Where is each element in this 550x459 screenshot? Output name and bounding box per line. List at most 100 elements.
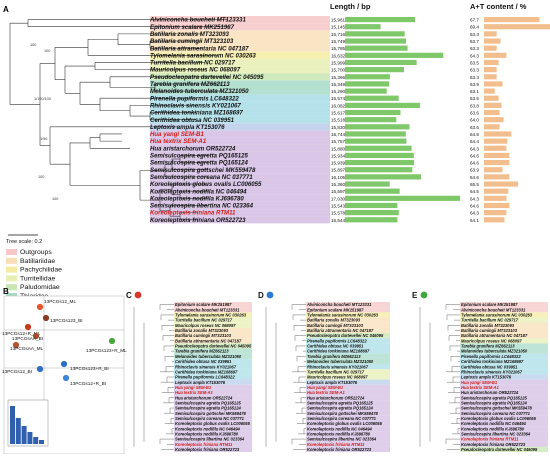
at-content-bar xyxy=(484,59,499,66)
taxon-label: Rhinoclavis sinensis KY021067 xyxy=(461,369,523,374)
node-support: 100 xyxy=(52,197,58,201)
taxon-label: Semisulcospira coreana NC 037771 xyxy=(307,416,377,421)
histogram-bar xyxy=(27,432,33,444)
at-value: 63.6 xyxy=(470,111,479,116)
at-content-bar xyxy=(484,195,507,201)
taxon-label: Melanoides tuberculata MZ321050 xyxy=(175,354,242,359)
length-value: 16,632 xyxy=(331,53,345,58)
family-band xyxy=(306,353,390,359)
family-band xyxy=(306,364,390,370)
tree-point-marker xyxy=(36,365,44,373)
family-band xyxy=(150,173,330,181)
taxon-label: Cerithidea tonkiniana MZ168697 xyxy=(175,369,238,374)
family-band xyxy=(174,436,252,442)
at-value: 64.1 xyxy=(470,218,479,223)
taxon-label: Koreoleptoxis friniana RTM11 xyxy=(461,437,519,442)
length-bar xyxy=(345,124,410,130)
length-bar xyxy=(345,188,400,194)
legend-item: Outgroups xyxy=(6,249,52,256)
family-band xyxy=(460,446,548,452)
length-value: 15,934 xyxy=(331,153,345,158)
legend-swatch xyxy=(6,249,17,255)
family-band xyxy=(150,209,330,217)
family-band xyxy=(306,405,390,411)
at-value: 63.9 xyxy=(470,168,479,173)
taxon-label: Semisulcospira egretta PQ165125 xyxy=(461,395,527,400)
taxon-label: Koreoleptoxis friniana OR522723 xyxy=(461,442,526,447)
family-band xyxy=(460,317,548,323)
at-content-bar xyxy=(484,174,510,180)
taxon-label: Semisulcospira egretta PQ165124 xyxy=(461,400,527,405)
phylogenetic-tree xyxy=(9,19,230,221)
at-value: 64.6 xyxy=(470,175,479,180)
family-band xyxy=(174,379,252,385)
at-content-bar xyxy=(484,45,497,51)
at-content-bar xyxy=(484,67,497,73)
family-band xyxy=(150,180,330,188)
family-band xyxy=(460,358,548,365)
family-band xyxy=(174,405,252,411)
family-band xyxy=(460,426,548,432)
taxon-label: Tarebia granifera MZ662113 xyxy=(175,349,229,354)
taxon-label: Koreoleptoxis nodifila NC 046494 xyxy=(307,426,373,431)
taxon-label: Semisulcospira libertina NC 023364 xyxy=(150,203,254,210)
length-bar xyxy=(345,24,381,30)
family-band xyxy=(150,23,330,31)
at-content-bar xyxy=(484,167,503,173)
tree-space-plot: 13PCGs12_ML13PCGs123_BI13PCGs12+R_ML13PC… xyxy=(2,295,127,455)
family-band xyxy=(306,307,390,313)
family-band xyxy=(150,51,330,59)
family-band xyxy=(306,327,390,334)
at-value: 65.5 xyxy=(470,182,479,187)
at-content-bar xyxy=(484,159,510,166)
family-band xyxy=(174,446,252,452)
taxon-label: Semisulcospira egretta PQ165125 xyxy=(307,400,373,405)
taxon-label: Koreoleptoxis globus ovalis LC006055 xyxy=(307,421,383,426)
length-value: 16,105 xyxy=(331,175,345,180)
length-value: 15,518 xyxy=(331,118,345,123)
family-band xyxy=(150,201,330,210)
tree-point: 13PCGs12_BI xyxy=(2,365,44,374)
tree-point-marker xyxy=(32,332,40,340)
taxon-label: Tylomelania sarasinorum NC 030263 xyxy=(461,313,533,318)
taxon-label: Koreoleptoxis friniana OR522723 xyxy=(175,447,240,452)
family-band xyxy=(174,389,252,396)
taxon-label: Batillaria zonalis MT323093 xyxy=(175,328,229,333)
family-band xyxy=(460,441,548,447)
length-value: 15,880 xyxy=(331,146,345,151)
family-band xyxy=(150,194,330,202)
tree-scale-label: Tree scale: 0.2 xyxy=(6,239,42,245)
taxon-label: Leptoxis ampla KT153076 xyxy=(150,124,225,131)
at-value: 63.5 xyxy=(470,96,479,101)
taxon-label: Cerithidea tonkiniana MZ168697 xyxy=(307,349,370,354)
taxon-label: Melanoides tuberculata MZ321050 xyxy=(307,359,374,364)
family-band xyxy=(460,302,548,308)
family-band xyxy=(174,400,252,406)
taxon-label: Cerithidea obtusa NC 039951 xyxy=(175,359,232,364)
at-value: 64.6 xyxy=(470,161,479,166)
taxon-label: Semisulcospira libertina NC 023364 xyxy=(307,437,377,442)
family-band xyxy=(460,307,548,313)
at-value: 63.8 xyxy=(470,103,479,108)
length-bar xyxy=(345,45,408,51)
length-bars: 15,961 15,145 15,716 15,749 15,785 16,632 15,9… xyxy=(331,16,461,223)
taxon-label: Hua textrix SEM-A1 xyxy=(175,390,213,395)
family-band xyxy=(150,80,330,88)
taxon-label: Semisulcospira coreana NC 037771 xyxy=(150,174,253,181)
family-band xyxy=(174,441,252,447)
taxon-label: Epitonium scalare MK251987 xyxy=(175,302,232,307)
histogram-bar xyxy=(15,418,21,444)
at-content-bar xyxy=(484,181,519,187)
node-support-values: 100 100 1/100/100 1/90 100 100 xyxy=(30,43,58,201)
family-band xyxy=(150,58,330,67)
panel-c-tree: C Epitonium scalare MK251987Alviniconcha … xyxy=(126,291,252,452)
family-band xyxy=(306,317,390,323)
family-band xyxy=(306,348,390,354)
length-bar xyxy=(345,102,421,108)
family-band xyxy=(174,415,252,421)
family-band xyxy=(306,436,390,442)
family-band xyxy=(174,426,252,432)
at-value: 64.5 xyxy=(470,189,479,194)
at-content-bar xyxy=(484,81,503,87)
taxon-label: Batillaria cumingii MT323103 xyxy=(307,323,364,328)
